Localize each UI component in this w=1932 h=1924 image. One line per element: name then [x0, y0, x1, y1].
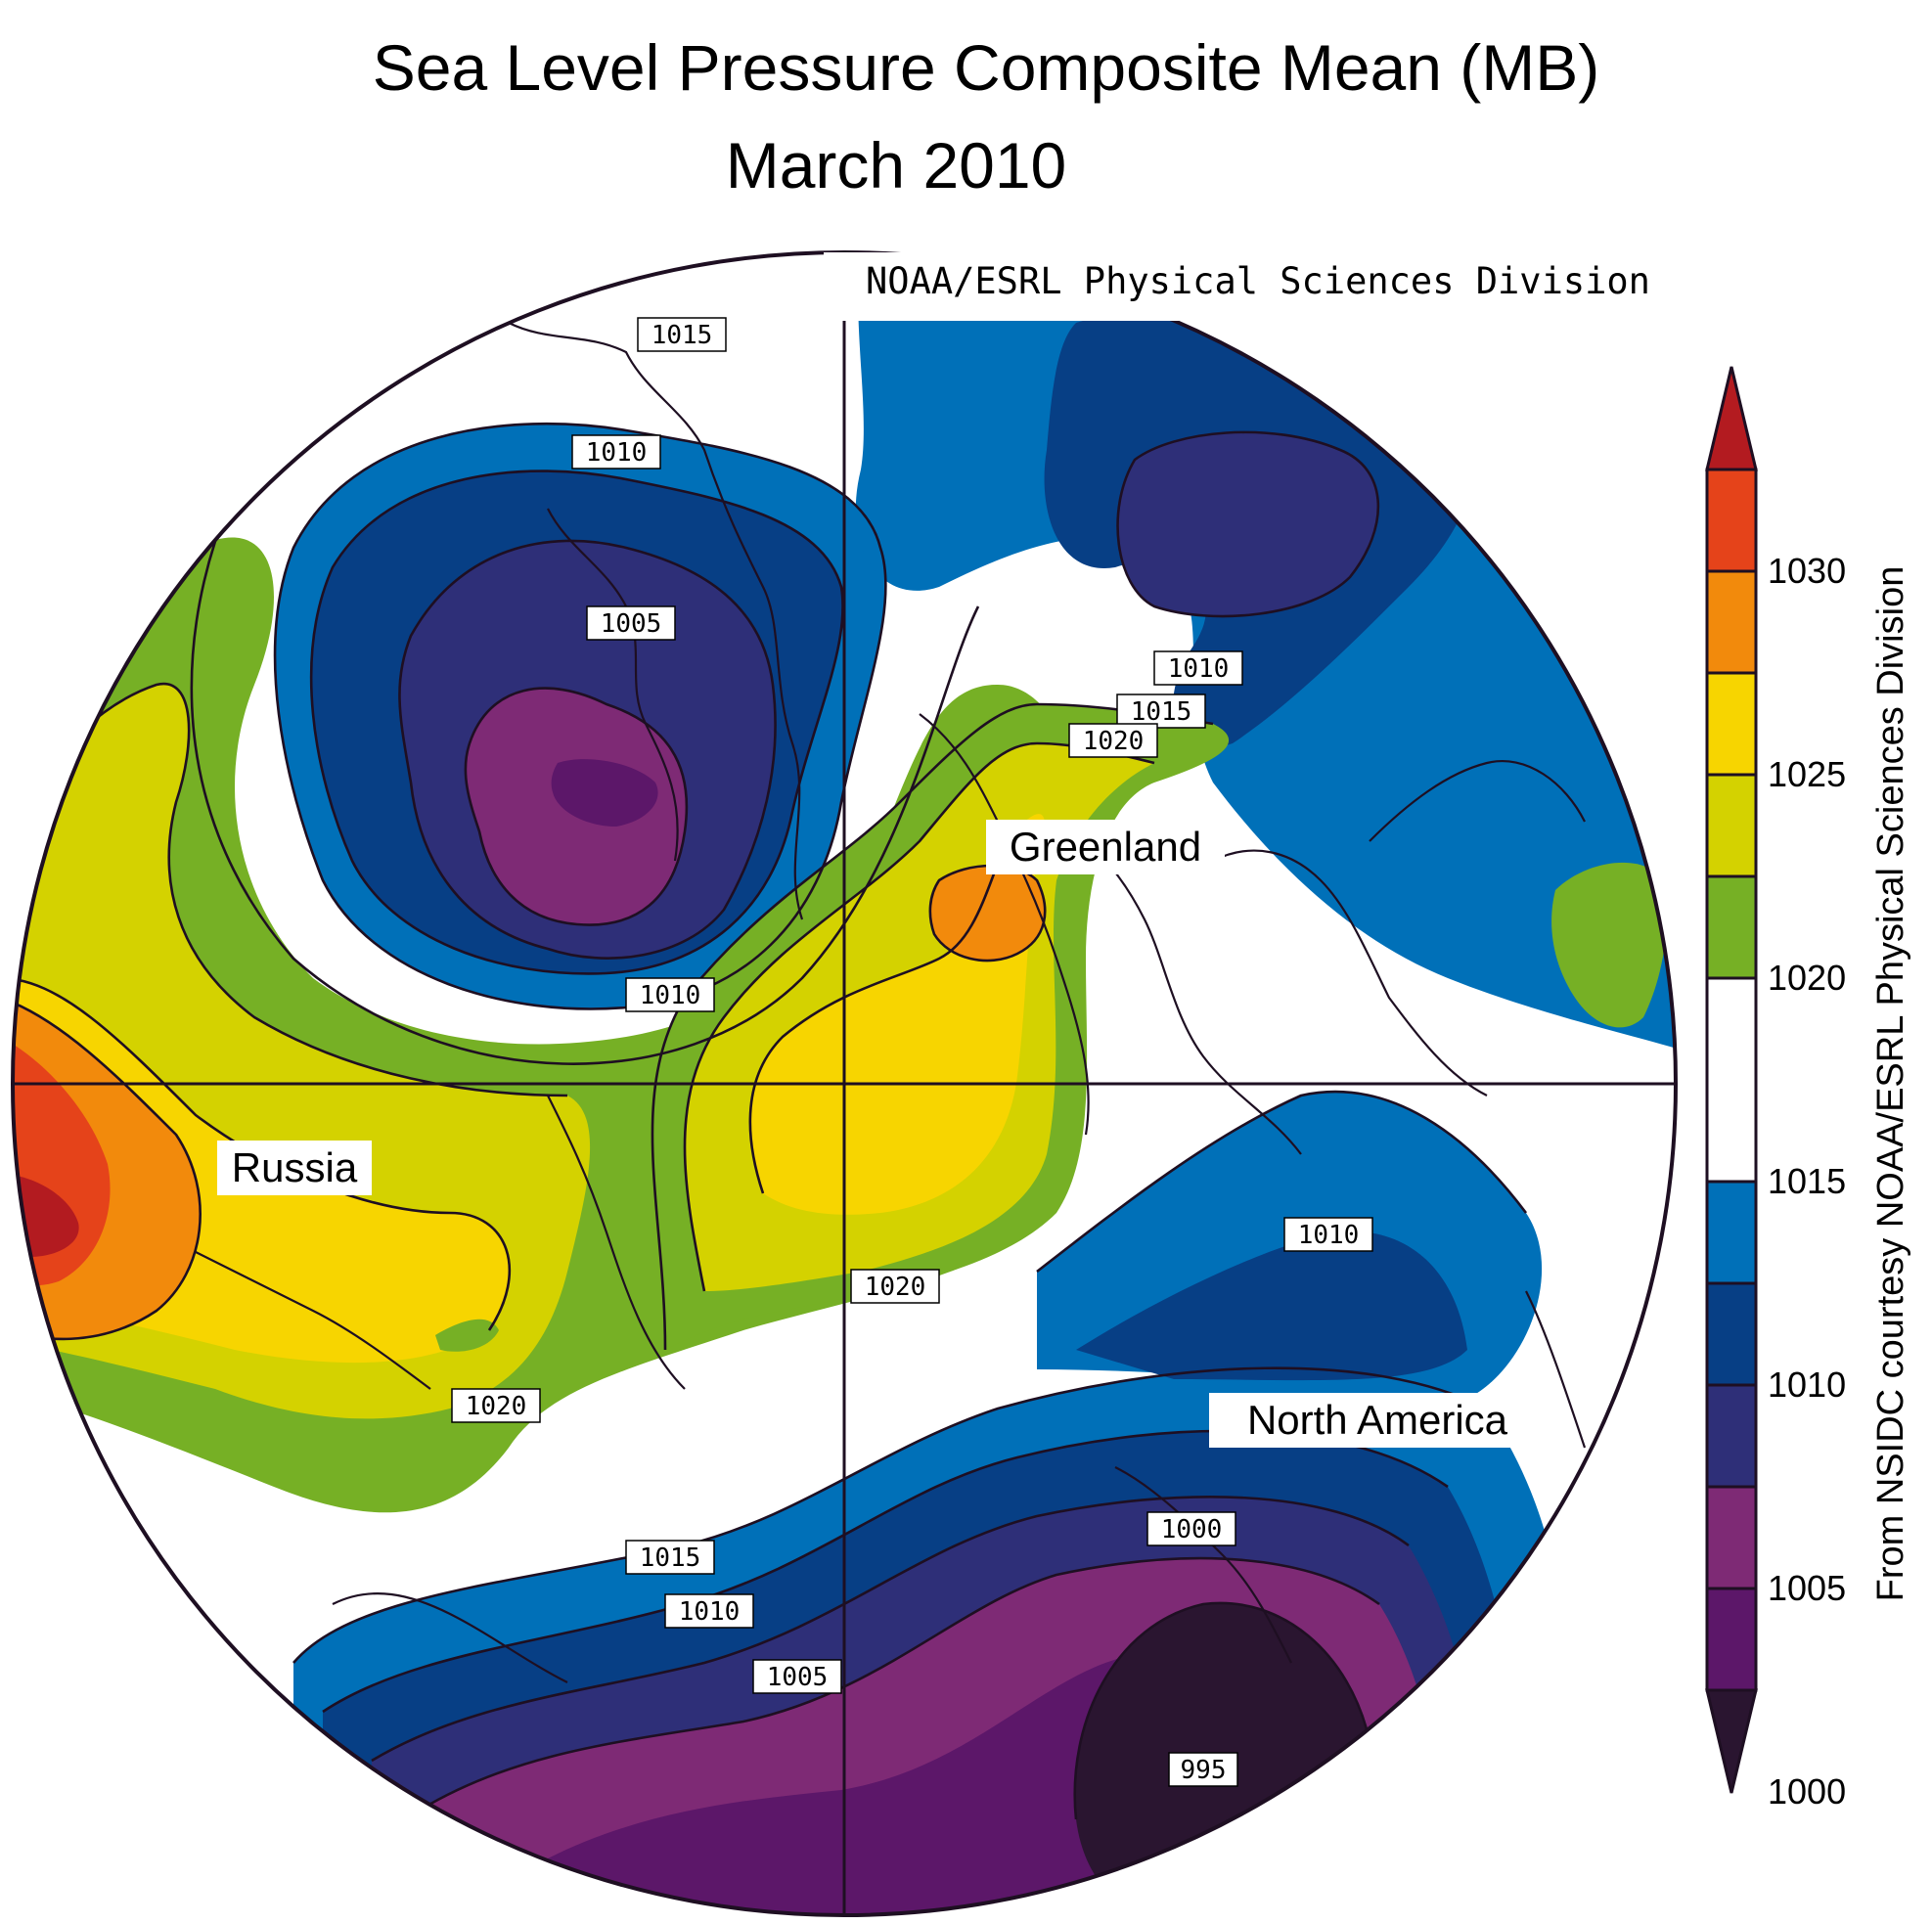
colorbar-segment: [1705, 671, 1758, 777]
region-label-russia: Russia: [217, 1141, 372, 1195]
credit-backdrop: [824, 252, 1685, 321]
svg-text:1010: 1010: [640, 981, 701, 1010]
colorbar-segment: [1705, 1587, 1758, 1692]
contour-label: 1020: [850, 1269, 940, 1304]
credit-side: From NSIDC courtesy NOAA/ESRL Physical S…: [1870, 566, 1911, 1602]
colorbar-tick-label: 1010: [1768, 1365, 1846, 1405]
svg-text:1020: 1020: [466, 1392, 527, 1421]
colorbar-tick-label: 1020: [1768, 958, 1846, 998]
svg-text:1005: 1005: [767, 1663, 829, 1692]
svg-text:1020: 1020: [1083, 727, 1145, 756]
colorbar-tick-label: 1000: [1768, 1771, 1846, 1812]
svg-text:1010: 1010: [679, 1597, 741, 1627]
colorbar-tick-label: 1015: [1768, 1161, 1846, 1201]
contour-label: 1015: [625, 1540, 715, 1575]
credit-top: NOAA/ESRL Physical Sciences Division: [866, 260, 1650, 302]
contour-label: 1010: [625, 977, 715, 1012]
colorbar-segment: [1705, 773, 1758, 878]
contour-label: 1015: [637, 317, 727, 352]
band-1007-namerica: [1076, 1230, 1467, 1381]
svg-text:1015: 1015: [640, 1544, 701, 1573]
band-1020-patch: [435, 1319, 499, 1352]
band-1005-atlantic: [1117, 431, 1378, 616]
colorbar-segment: [1705, 1688, 1758, 1794]
svg-text:1010: 1010: [1168, 654, 1230, 684]
svg-text:1005: 1005: [601, 609, 662, 639]
svg-text:1020: 1020: [865, 1273, 926, 1302]
isobar-lines: [13, 423, 1528, 1915]
svg-text:Russia: Russia: [232, 1144, 358, 1190]
colorbar-tick-label: 1005: [1768, 1568, 1846, 1608]
colorbar-segment: [1705, 468, 1758, 573]
svg-text:North America: North America: [1247, 1397, 1508, 1443]
colorbar-tick-label: 1025: [1768, 754, 1846, 794]
svg-text:1015: 1015: [651, 321, 713, 350]
colorbar-segment: [1705, 1281, 1758, 1387]
contour-label: 1020: [451, 1388, 541, 1423]
svg-text:1010: 1010: [1298, 1221, 1360, 1250]
colorbar-tick-label: 1030: [1768, 551, 1846, 591]
contour-label: 1020: [1068, 723, 1158, 758]
svg-text:995: 995: [1181, 1756, 1227, 1785]
svg-text:1015: 1015: [1131, 697, 1192, 727]
colorbar-segment: [1705, 569, 1758, 675]
band-1000-arctic: [551, 759, 658, 827]
colorbar: 1030 1025 1020 1015 1010 1005 1000: [1705, 366, 1846, 1812]
region-label-greenland: Greenland: [986, 820, 1225, 874]
contour-labels: 1015 1010 1005 1010 1010 1015 1020 1020 …: [451, 317, 1373, 1787]
band-1017-scandinavia: [1551, 862, 1667, 1028]
contour-label: 1000: [1146, 1511, 1236, 1546]
colorbar-segment: [1705, 1180, 1758, 1285]
map-subtitle: March 2010: [726, 129, 1067, 201]
colorbar-segment: [1705, 976, 1758, 1184]
svg-text:Greenland: Greenland: [1010, 824, 1201, 870]
colorbar-segment: [1705, 1383, 1758, 1489]
contour-label: 995: [1168, 1752, 1238, 1787]
band-1025-greenland: [929, 866, 1046, 962]
colorbar-segment: [1705, 366, 1758, 471]
svg-text:1000: 1000: [1161, 1515, 1223, 1544]
band-1022-greenland: [749, 814, 1046, 1215]
contour-label: 1010: [1283, 1217, 1373, 1252]
contour-label: 1010: [571, 434, 661, 470]
svg-text:1010: 1010: [586, 438, 648, 468]
colorbar-segment: [1705, 874, 1758, 980]
contour-label: 1010: [664, 1593, 754, 1629]
contour-label: 1010: [1153, 650, 1243, 686]
contour-label: 1015: [1116, 694, 1206, 729]
region-label-north-america: North America: [1209, 1393, 1546, 1448]
map-title: Sea Level Pressure Composite Mean (MB): [373, 31, 1600, 104]
colorbar-segment: [1705, 1485, 1758, 1590]
contour-label: 1005: [586, 605, 676, 641]
contour-label: 1005: [752, 1659, 842, 1694]
